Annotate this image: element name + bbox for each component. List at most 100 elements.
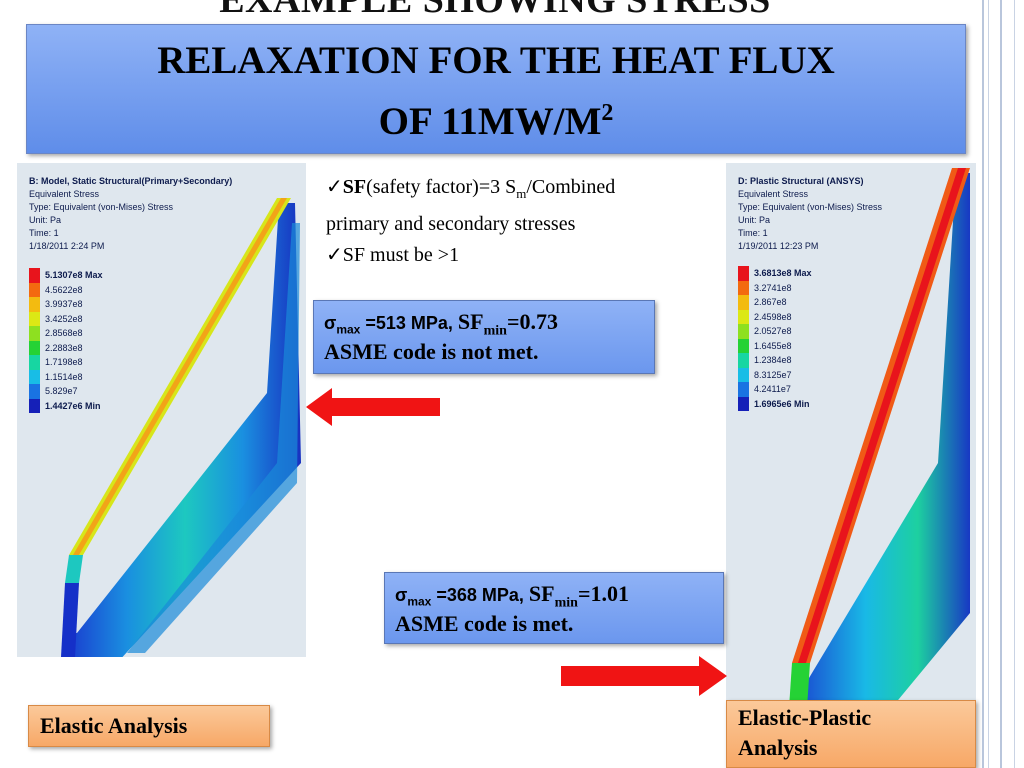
legend-row: 1.6965e6 Min (738, 396, 812, 411)
title-cut-line: EXAMPLE SHOWING STRESS (219, 0, 771, 21)
plastic-analysis-text: Elastic-Plastic (738, 705, 872, 730)
legend-label: 2.2883e8 (45, 342, 83, 353)
title-superscript: 2 (601, 100, 614, 126)
plot-header-line: Type: Equivalent (von-Mises) Stress (29, 202, 174, 212)
legend-swatch (738, 382, 749, 397)
legend-swatch (738, 324, 749, 339)
plastic-result-box: σmax =368 MPa, SFmin=1.01 ASME code is m… (384, 572, 724, 644)
legend-label: 5.829e7 (45, 386, 78, 397)
legend-row: 1.6455e8 (738, 338, 812, 353)
plot-header-line: Type: Equivalent (von-Mises) Stress (738, 202, 883, 212)
legend-swatch (738, 280, 749, 295)
stress-result-line: σmax =513 MPa, SFmin=0.73 (324, 309, 558, 339)
plot-header-line: D: Plastic Structural (ANSYS) (738, 176, 864, 186)
legend-label: 1.4427e6 Min (45, 400, 101, 411)
bullet-item: ✓SF(safety factor)=3 Sm/Combined (326, 176, 616, 201)
beam-model-render (786, 168, 970, 768)
plot-header: B: Model, Static Structural(Primary+Seco… (29, 175, 232, 253)
plastic-analysis-text: Analysis (738, 735, 818, 760)
legend-label: 3.2741e8 (754, 282, 792, 293)
legend-row: 2.8568e8 (29, 326, 103, 341)
legend-row: 2.0527e8 (738, 324, 812, 339)
legend-label: 1.2384e8 (754, 355, 792, 366)
legend-row: 1.1514e8 (29, 369, 103, 384)
legend-swatch (29, 297, 40, 312)
legend-row: 1.2384e8 (738, 353, 812, 368)
left-arrow-icon (306, 388, 440, 426)
legend-label: 4.5622e8 (45, 284, 83, 295)
bullet-item: ✓SF must be >1 (326, 244, 460, 266)
safety-factor-notes: ✓SF(safety factor)=3 Sm/Combined primary… (326, 172, 706, 271)
plot-header-line: 1/18/2011 2:24 PM (29, 241, 105, 251)
stress-legend: 5.1307e8 Max 4.5622e8 3.9937e8 3.4252e8 2.85… (29, 268, 103, 413)
legend-row: 2.2883e8 (29, 340, 103, 355)
legend-row: 3.9937e8 (29, 297, 103, 312)
legend-label: 3.9937e8 (45, 299, 83, 310)
legend-label: 2.8568e8 (45, 328, 83, 339)
plastic-stress-plot: D: Plastic Structural (ANSYS) Equivalent… (726, 163, 976, 768)
legend-swatch (738, 353, 749, 368)
legend-swatch (29, 340, 40, 355)
legend-swatch (738, 295, 749, 310)
elastic-analysis-text: Elastic Analysis (40, 713, 188, 738)
bullet-item-continuation: primary and secondary stresses (326, 213, 576, 235)
plot-header-line: Unit: Pa (738, 215, 771, 225)
legend-swatch (29, 326, 40, 341)
legend-label: 8.3125e7 (754, 369, 792, 380)
title-line-2: OF 11MW/M2 (378, 100, 614, 143)
plot-header-line: Time: 1 (738, 228, 768, 238)
legend-row: 3.6813e8 Max (738, 266, 812, 281)
legend-label: 2.867e8 (754, 297, 787, 308)
legend-swatch (29, 282, 40, 297)
plot-header-line: B: Model, Static Structural(Primary+Seco… (29, 176, 233, 186)
legend-swatch (29, 268, 40, 283)
legend-row: 8.3125e7 (738, 367, 812, 382)
slide-frame-lines (980, 0, 1024, 768)
legend-swatch (29, 369, 40, 384)
title-line-1: RELAXATION FOR THE HEAT FLUX (157, 39, 835, 82)
legend-label: 1.6965e6 Min (754, 398, 810, 409)
legend-label: 1.6455e8 (754, 340, 792, 351)
legend-label: 3.6813e8 Max (754, 268, 812, 279)
legend-swatch (29, 398, 40, 413)
legend-swatch (29, 355, 40, 370)
legend-label: 4.2411e7 (754, 384, 791, 395)
legend-row: 4.5622e8 (29, 282, 103, 297)
asme-verdict: ASME code is met. (395, 611, 574, 637)
plot-header-line: 1/19/2011 12:23 PM (738, 241, 819, 251)
plot-header: D: Plastic Structural (ANSYS) Equivalent… (738, 175, 882, 253)
legend-row: 1.7198e8 (29, 355, 103, 370)
slide-title: RELAXATION FOR THE HEAT FLUX OF 11MW/M2 (27, 35, 965, 148)
title-box: RELAXATION FOR THE HEAT FLUX OF 11MW/M2 (26, 24, 966, 154)
elastic-analysis-label: Elastic Analysis (28, 705, 270, 747)
elastic-result-box: σmax =513 MPa, SFmin=0.73 ASME code is n… (313, 300, 655, 374)
legend-row: 2.867e8 (738, 295, 812, 310)
legend-row: 5.829e7 (29, 384, 103, 399)
plot-header-line: Unit: Pa (29, 215, 62, 225)
plot-header-line: Equivalent Stress (29, 189, 100, 199)
stress-legend: 3.6813e8 Max 3.2741e8 2.867e8 2.4598e8 2.052… (738, 266, 812, 411)
legend-swatch (29, 311, 40, 326)
beam-model-render (61, 198, 301, 657)
legend-label: 3.4252e8 (45, 313, 83, 324)
legend-swatch (29, 384, 40, 399)
right-arrow-icon (561, 656, 727, 696)
legend-label: 1.7198e8 (45, 357, 83, 368)
legend-row: 5.1307e8 Max (29, 268, 103, 283)
plot-header-line: Equivalent Stress (738, 189, 809, 199)
stress-result-line: σmax =368 MPa, SFmin=1.01 (395, 581, 629, 611)
legend-row: 1.4427e6 Min (29, 398, 103, 413)
elastic-stress-plot: B: Model, Static Structural(Primary+Seco… (17, 163, 306, 657)
legend-label: 2.4598e8 (754, 311, 792, 322)
legend-row: 4.2411e7 (738, 382, 812, 397)
legend-label: 2.0527e8 (754, 326, 792, 337)
legend-row: 3.4252e8 (29, 311, 103, 326)
asme-verdict: ASME code is not met. (324, 339, 539, 365)
legend-swatch (738, 266, 749, 281)
legend-swatch (738, 367, 749, 382)
legend-swatch (738, 396, 749, 411)
legend-row: 3.2741e8 (738, 280, 812, 295)
legend-label: 1.1514e8 (45, 371, 83, 382)
plastic-analysis-label: Elastic-Plastic Analysis (726, 700, 976, 768)
legend-swatch (738, 338, 749, 353)
